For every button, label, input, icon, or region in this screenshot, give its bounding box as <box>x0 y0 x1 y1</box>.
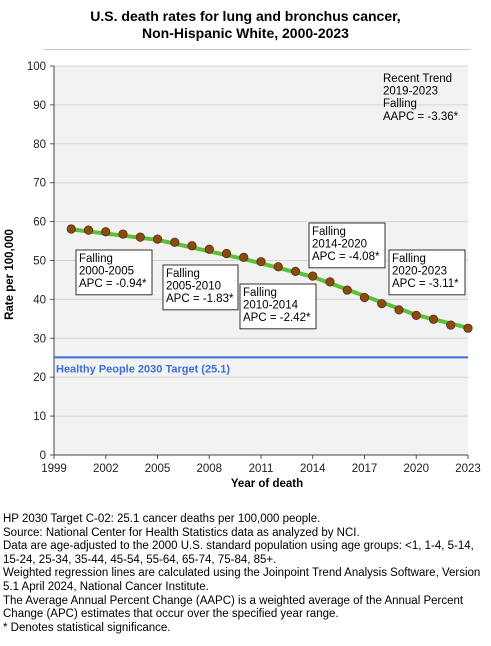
trend-annotation-text: Falling <box>166 268 200 280</box>
x-tick-label: 2011 <box>249 463 274 475</box>
chart-title: U.S. death rates for lung and bronchus c… <box>90 8 401 24</box>
y-tick-label: 90 <box>33 100 46 112</box>
trend-annotation-box <box>388 249 466 296</box>
data-point <box>290 266 301 276</box>
y-tick-label: 0 <box>40 450 46 462</box>
data-point <box>101 227 111 237</box>
trend-annotation-box <box>162 264 239 311</box>
x-tick-label: 1999 <box>41 463 67 475</box>
trend-annotation-text: Falling <box>312 226 346 238</box>
x-tick-label: 2014 <box>300 463 326 475</box>
footnote-target: HP 2030 Target C-02: 25.1 cancer deaths … <box>3 513 321 525</box>
y-tick-label: 20 <box>33 372 46 384</box>
y-tick-label: 10 <box>33 411 46 423</box>
y-tick-label: 50 <box>33 256 46 268</box>
chart-canvas: 0 10 20 30 40 50 60 70 80 90 100 1999 2002 2005 2008 20… <box>4 61 481 490</box>
trend-annotation-text: Recent Trend <box>383 73 452 85</box>
data-point <box>118 229 128 239</box>
footnote-age-adjustment: Data are age-adjusted to the 2000 U.S. s… <box>3 540 474 566</box>
data-point <box>83 225 94 235</box>
x-tick-label: 2017 <box>352 463 378 475</box>
trend-annotation-text: Falling <box>392 253 426 265</box>
trend-annotation-text: APC = -2.42* <box>243 312 311 324</box>
trend-annotation-text: 2000-2005 <box>79 266 134 278</box>
x-axis-title: Year of death <box>231 478 303 490</box>
footnote-source: Source: National Center for Health Stati… <box>3 526 360 539</box>
y-tick-label: 80 <box>33 139 46 151</box>
data-point <box>256 257 266 267</box>
trend-annotation-text: 2010-2014 <box>243 300 299 312</box>
x-tick-label: 2023 <box>455 463 481 475</box>
trend-annotation-box <box>308 222 386 269</box>
chart-title-block: U.S. death rates for lung and bronchus c… <box>0 8 491 42</box>
trend-annotation-text: 2020-2023 <box>392 266 447 278</box>
trend-annotation-text: APC = -0.94* <box>79 278 147 290</box>
trend-annotation-text: Falling <box>243 287 277 299</box>
y-tick-label: 40 <box>33 294 46 306</box>
data-point <box>204 244 214 254</box>
chart-subtitle: Non-Hispanic White, 2000-2023 <box>142 25 349 41</box>
trend-segment <box>414 312 470 330</box>
trend-annotation-text: 2005-2010 <box>166 281 221 293</box>
x-tick-label: 2002 <box>93 463 119 475</box>
trend-annotation-text: Falling <box>79 253 113 265</box>
x-tick-label: 2008 <box>196 463 222 475</box>
data-point <box>221 248 232 259</box>
trend-annotation-box <box>239 283 317 330</box>
y-tick-label: 70 <box>33 178 46 190</box>
trend-annotation-text: Falling <box>383 98 417 110</box>
data-point <box>308 271 318 281</box>
data-point <box>411 310 421 320</box>
y-tick-label: 60 <box>33 217 46 229</box>
title-divider <box>44 49 471 50</box>
y-tick-label: 30 <box>33 333 46 345</box>
data-point <box>359 292 370 303</box>
target-line-label: Healthy People 2030 Target (25.1) <box>56 363 230 375</box>
data-point <box>66 224 76 234</box>
data-point <box>135 232 145 242</box>
trend-annotation-text: 2014-2020 <box>312 239 367 251</box>
data-point <box>394 305 404 315</box>
y-tick-label: 100 <box>27 61 46 73</box>
data-point <box>239 252 249 262</box>
footnote-regression: Weighted regression lines are calculated… <box>3 567 481 593</box>
x-tick-label: 2005 <box>145 463 171 475</box>
trend-annotation-box <box>75 249 153 296</box>
data-point <box>325 277 335 287</box>
data-point <box>342 285 352 295</box>
data-point <box>446 320 456 330</box>
trend-annotation-text: AAPC = -3.36* <box>383 111 459 123</box>
data-point <box>152 234 163 244</box>
data-point <box>463 323 473 333</box>
footnote-significance: * Denotes statistical significance. <box>3 621 171 634</box>
trend-annotation-text: APC = -4.08* <box>312 251 380 263</box>
data-point <box>377 299 387 309</box>
data-point <box>273 262 283 272</box>
footnote-aapc: The Average Annual Percent Change (AAPC)… <box>3 594 464 621</box>
trend-annotation-text: 2019-2023 <box>383 86 438 98</box>
data-point <box>428 314 439 324</box>
footnotes: HP 2030 Target C-02: 25.1 cancer deaths … <box>3 513 489 635</box>
trend-annotation-text: APC = -1.83* <box>166 293 234 305</box>
trend-annotation-text: APC = -3.11* <box>392 278 459 290</box>
x-tick-label: 2020 <box>403 463 429 475</box>
data-point <box>187 241 197 251</box>
y-axis-title: Rate per 100,000 <box>4 229 16 320</box>
data-point <box>170 237 180 247</box>
